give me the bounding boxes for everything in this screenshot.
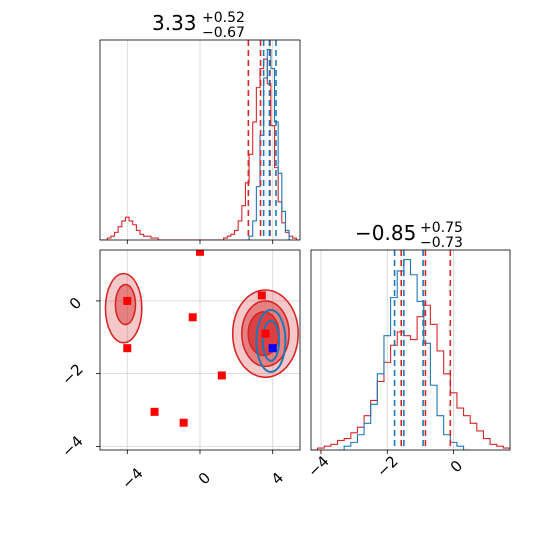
bl-panel-frame bbox=[99, 249, 301, 451]
red-marker bbox=[217, 371, 226, 380]
red-marker bbox=[179, 418, 188, 427]
red-marker bbox=[123, 344, 132, 353]
red-marker bbox=[150, 407, 159, 416]
red-marker bbox=[196, 250, 204, 256]
blue-marker bbox=[268, 344, 277, 353]
br-x-tick-label: 0 bbox=[447, 457, 466, 476]
top-panel-title-sub: −0.67 bbox=[202, 25, 245, 41]
contour-plot-area bbox=[100, 250, 300, 450]
br-panel-frame bbox=[310, 249, 511, 451]
histogram-series-0 bbox=[100, 58, 300, 240]
red-marker bbox=[257, 291, 266, 300]
br-x-tick-labels: −4 −2 0 bbox=[304, 452, 466, 480]
br-panel-title-sup: +0.75 bbox=[420, 220, 463, 236]
histogram-series-1 bbox=[245, 48, 293, 240]
bl-x-tick-label: 4 bbox=[268, 469, 287, 488]
top-panel-title-sup: +0.52 bbox=[202, 10, 245, 26]
red-marker bbox=[188, 313, 197, 322]
right-histogram-panel bbox=[311, 250, 510, 454]
bl-x-tick-label: −4 bbox=[118, 464, 146, 492]
bl-x-tick-label: 0 bbox=[195, 469, 214, 488]
panel-br-plot-area bbox=[311, 250, 510, 450]
top-panel-title: 3.33 bbox=[152, 11, 197, 35]
br-panel-title: −0.85 bbox=[355, 221, 416, 245]
bl-y-tick-labels: 0 −2 −4 bbox=[58, 294, 86, 461]
bl-y-tick-label: 0 bbox=[66, 294, 85, 313]
top-histogram-panel bbox=[100, 40, 300, 244]
contour-panel bbox=[96, 250, 300, 454]
histogram-series-0 bbox=[311, 304, 510, 450]
panel-top-plot-area bbox=[100, 40, 300, 240]
blue-contour-level bbox=[261, 319, 281, 362]
br-x-tick-label: −4 bbox=[304, 452, 332, 480]
bl-x-tick-labels: −4 0 4 bbox=[118, 464, 287, 492]
red-marker bbox=[261, 329, 270, 338]
br-x-tick-label: −2 bbox=[373, 452, 401, 480]
bl-y-tick-label: −4 bbox=[58, 432, 86, 460]
blue-contour-level bbox=[255, 309, 287, 373]
top-panel-frame bbox=[99, 39, 301, 241]
bl-y-tick-label: −2 bbox=[58, 360, 86, 388]
br-panel-title-sub: −0.73 bbox=[420, 235, 463, 251]
red-marker bbox=[123, 296, 132, 305]
